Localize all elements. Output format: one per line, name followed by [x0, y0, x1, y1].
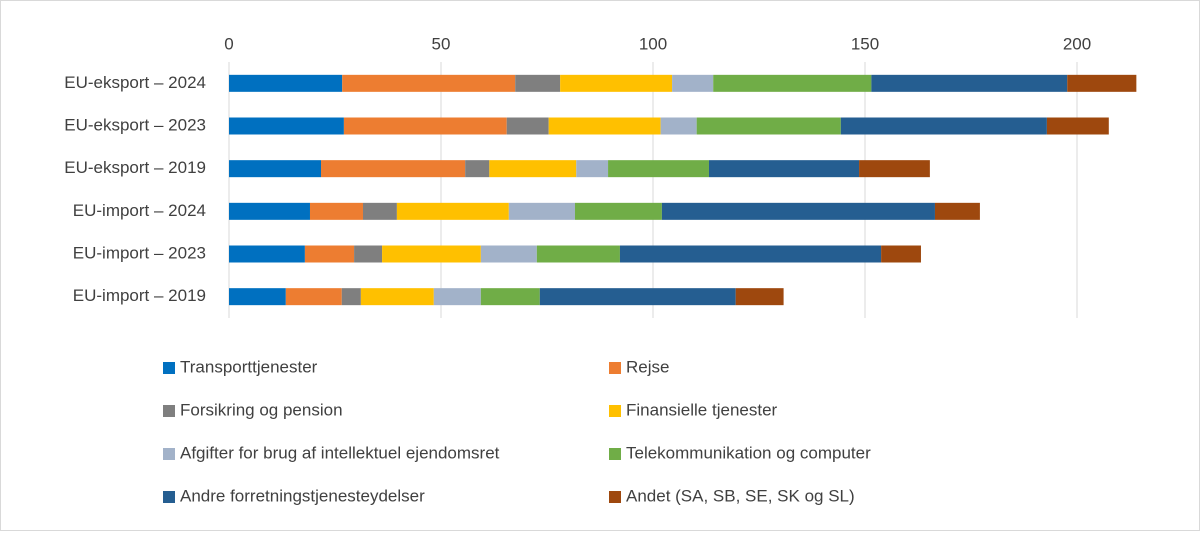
- legend-swatch: [609, 405, 621, 417]
- legend-swatch: [609, 362, 621, 374]
- bar-segment: [341, 288, 361, 306]
- bar-segment: [354, 245, 383, 263]
- bar-segment: [508, 202, 575, 220]
- legend-swatch: [163, 448, 175, 460]
- bar-segment: [285, 288, 342, 306]
- bar-segment: [934, 202, 980, 220]
- x-tick-label: 200: [1063, 34, 1091, 53]
- bar-segment: [1067, 74, 1137, 92]
- bar-segment: [871, 74, 1068, 92]
- bar-segment: [660, 117, 697, 135]
- bar-segment: [229, 245, 305, 263]
- y-tick-label: EU-import – 2024: [73, 201, 206, 220]
- legend-swatch: [163, 405, 175, 417]
- bar-segment: [696, 117, 841, 135]
- bar-segment: [309, 202, 363, 220]
- bar-segment: [735, 288, 784, 306]
- legend-label: Telekommunikation og computer: [626, 443, 871, 462]
- bar-segment: [304, 245, 355, 263]
- legend-swatch: [609, 491, 621, 503]
- bar-segment: [489, 160, 577, 178]
- bar-segment: [713, 74, 872, 92]
- y-tick-label: EU-import – 2023: [73, 243, 206, 262]
- bar-segment: [465, 160, 490, 178]
- legend-swatch: [163, 362, 175, 374]
- y-tick-label: EU-import – 2019: [73, 286, 206, 305]
- bar-segment: [229, 160, 322, 178]
- bar-segment: [548, 117, 661, 135]
- legend-swatch: [163, 491, 175, 503]
- bar-segment: [560, 74, 673, 92]
- legend-label: Andet (SA, SB, SE, SK og SL): [626, 486, 855, 505]
- bar-segment: [382, 245, 481, 263]
- bar-segment: [539, 288, 736, 306]
- bar-segment: [672, 74, 714, 92]
- x-tick-label: 150: [851, 34, 879, 53]
- bar-segment: [321, 160, 466, 178]
- bar-segment: [515, 74, 561, 92]
- y-tick-label: EU-eksport – 2024: [64, 73, 206, 92]
- legend-label: Rejse: [626, 357, 669, 376]
- legend-label: Transporttjenester: [180, 357, 318, 376]
- x-tick-label: 0: [224, 34, 233, 53]
- bar-segment: [480, 288, 540, 306]
- bar-segment: [506, 117, 549, 135]
- bar-segment: [536, 245, 620, 263]
- bar-segment: [229, 288, 286, 306]
- x-tick-label: 50: [432, 34, 451, 53]
- bar-segment: [576, 160, 609, 178]
- legend-swatch: [609, 448, 621, 460]
- bar-segment: [661, 202, 935, 220]
- bar-segment: [619, 245, 882, 263]
- bar-segment: [229, 117, 344, 135]
- legend-label: Finansielle tjenester: [626, 400, 778, 419]
- bar-segment: [343, 117, 507, 135]
- x-tick-label: 100: [639, 34, 667, 53]
- bar-segment: [396, 202, 509, 220]
- bar-segment: [608, 160, 709, 178]
- bar-segment: [360, 288, 434, 306]
- bar-segment: [840, 117, 1047, 135]
- legend-label: Andre forretningstjenesteydelser: [180, 486, 425, 505]
- bar-segment: [708, 160, 860, 178]
- bar-segment: [1046, 117, 1109, 135]
- bar-segment: [433, 288, 481, 306]
- bar-segment: [480, 245, 537, 263]
- legend-label: Forsikring og pension: [180, 400, 343, 419]
- bar-segment: [881, 245, 921, 263]
- bar-segment: [859, 160, 930, 178]
- y-tick-label: EU-eksport – 2023: [64, 115, 206, 134]
- bar-segment: [362, 202, 397, 220]
- bar-segment: [229, 74, 343, 92]
- legend-label: Afgifter for brug af intellektuel ejendo…: [180, 443, 500, 462]
- y-tick-label: EU-eksport – 2019: [64, 158, 206, 177]
- bar-segment: [342, 74, 516, 92]
- bar-segment: [574, 202, 662, 220]
- bar-segment: [229, 202, 310, 220]
